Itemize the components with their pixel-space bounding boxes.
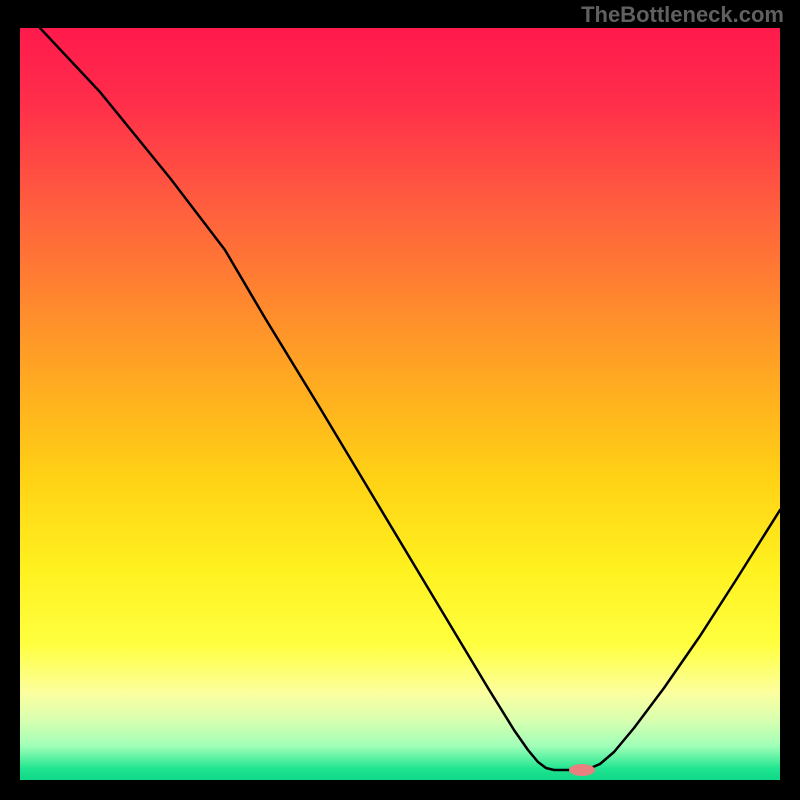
gradient-background [20, 28, 780, 780]
frame-left [0, 0, 20, 800]
frame-bottom [0, 780, 800, 800]
chart-svg [20, 28, 780, 780]
frame-right [780, 0, 800, 800]
watermark-text: TheBottleneck.com [581, 2, 784, 28]
plot-area [20, 28, 780, 780]
bottleneck-marker [569, 764, 595, 776]
